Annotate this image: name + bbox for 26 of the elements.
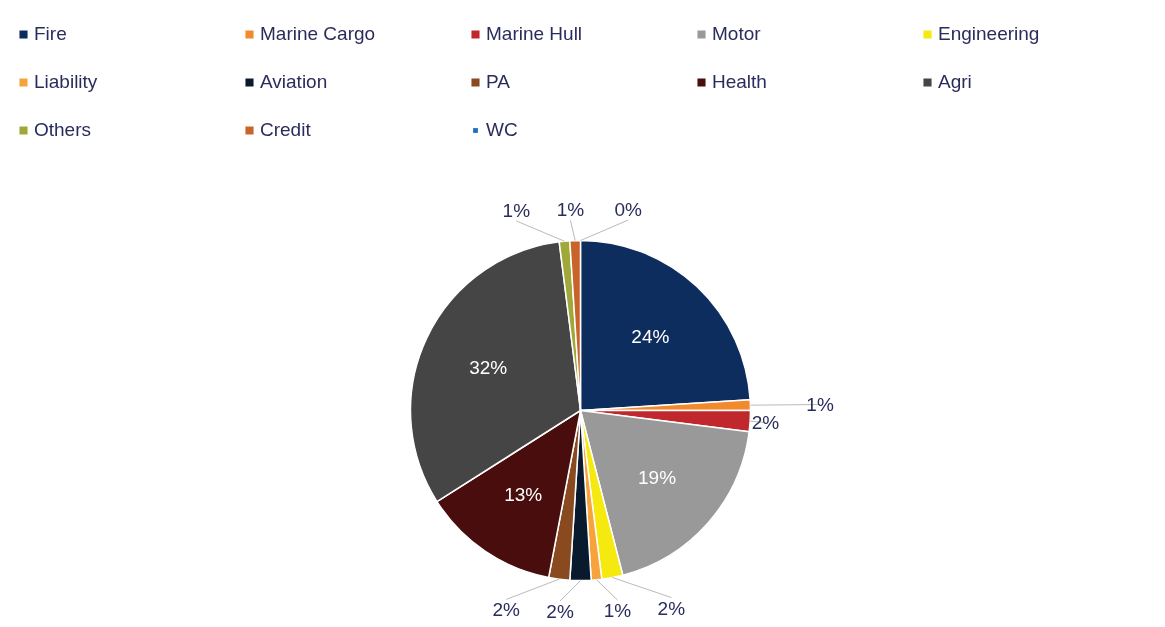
legend-label: Aviation xyxy=(260,70,329,94)
text: 0% xyxy=(614,199,642,221)
legend-label: Health xyxy=(712,70,768,94)
legend-label: Marine Cargo xyxy=(260,22,377,46)
data-label: 13% xyxy=(504,484,543,506)
data-label: 1% xyxy=(556,199,585,221)
legend-label: Credit xyxy=(260,118,312,142)
legend-label: Fire xyxy=(34,22,68,46)
legend-label: Others xyxy=(34,118,93,142)
data-label: 32% xyxy=(469,356,508,378)
legend-label: Motor xyxy=(712,22,762,46)
data-label: 1% xyxy=(603,600,632,622)
data-label: 2% xyxy=(657,597,686,619)
data-label: 1% xyxy=(806,394,834,416)
data-label: 24% xyxy=(631,325,670,347)
data-label: 2% xyxy=(492,599,521,621)
data-label: 19% xyxy=(638,467,677,489)
data-label: 2% xyxy=(546,600,574,622)
legend-label: PA xyxy=(486,70,511,94)
data-label: 1% xyxy=(502,199,531,221)
legend-label: Marine Hull xyxy=(486,22,584,46)
legend-label: Engineering xyxy=(938,22,1041,46)
data-label: 2% xyxy=(751,411,780,433)
legend-label: Liability xyxy=(34,70,99,94)
legend-label: WC xyxy=(486,118,519,142)
legend-label: Agri xyxy=(938,70,973,94)
